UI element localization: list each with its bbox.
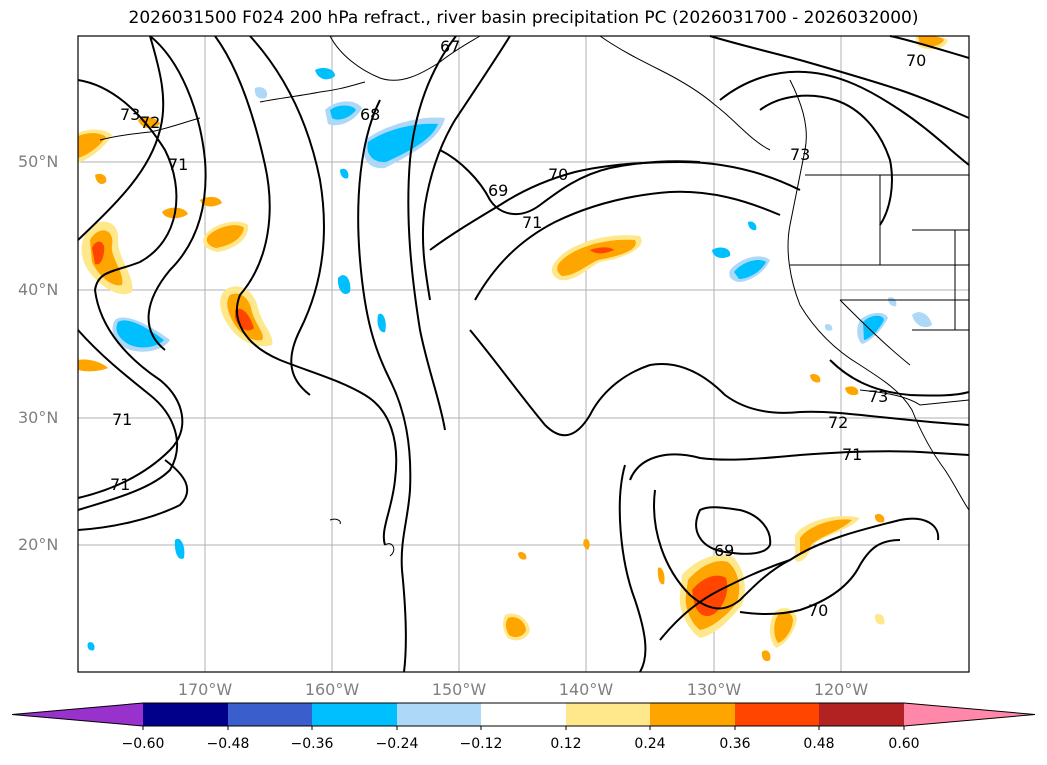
colorbar-extend-low [12,703,143,726]
contour-label: 69 [714,541,734,560]
contour-label: 73 [120,105,140,124]
contour-label: 70 [808,601,828,620]
colorbar-segment [481,703,566,726]
colorbar-segment [819,703,904,726]
lon-label-160w: 160°W [304,680,360,699]
colorbar-tick: −0.24 [375,736,419,752]
colorbar-tick: 0.60 [888,736,920,752]
colorbar-extend-high [904,703,1035,726]
colorbar-segment [312,703,397,726]
lon-label-120w: 120°W [813,680,869,699]
contour-label: 69 [488,181,508,200]
map-frame [77,35,970,673]
colorbar-segment [228,703,312,726]
lon-label-130w: 130°W [686,680,742,699]
colorbar-tick: 0.24 [634,736,666,752]
contour-label: 70 [906,51,926,70]
contour-label: 70 [548,165,568,184]
contour-label: 72 [828,413,848,432]
contour-labels: 67 68 73 72 71 69 70 71 73 70 71 71 72 7… [110,37,926,620]
contour-label: 73 [790,145,810,164]
colorbar-tick: 0.48 [803,736,835,752]
colorbar-tick: −0.12 [459,736,503,752]
contour-label: 71 [168,155,188,174]
lon-label-140w: 140°W [558,680,614,699]
negative-anomaly-shading [87,68,932,651]
colorbar-segment [143,703,228,726]
lon-label-150w: 150°W [431,680,487,699]
colorbar-tick: −0.60 [121,736,165,752]
contour-label: 71 [112,410,132,429]
contour-label: 73 [868,387,888,406]
contour-lines [77,35,970,673]
colorbar-segment [735,703,819,726]
colorbar-segment [566,703,650,726]
contour-label: 72 [140,113,160,132]
lon-label-170w: 170°W [177,680,233,699]
colorbar-tick: 0.12 [550,736,582,752]
contour-label: 71 [110,475,130,494]
colorbar-segment [397,703,481,726]
lat-label-30n: 30°N [18,408,59,427]
map-background [78,36,969,672]
lat-label-50n: 50°N [18,152,59,171]
colorbar [11,702,1036,730]
colorbar-segment [650,703,735,726]
contour-label: 71 [842,445,862,464]
map-title: 2026031500 F024 200 hPa refract., river … [128,8,919,28]
colorbar-tick: 0.36 [719,736,751,752]
contour-label: 67 [440,37,460,56]
contour-label: 68 [360,105,380,124]
lat-label-40n: 40°N [18,280,59,299]
colorbar-tick: −0.36 [290,736,334,752]
contour-label: 71 [522,213,542,232]
coastlines [99,35,970,557]
lat-label-20n: 20°N [18,535,59,554]
colorbar-tick: −0.48 [206,736,250,752]
